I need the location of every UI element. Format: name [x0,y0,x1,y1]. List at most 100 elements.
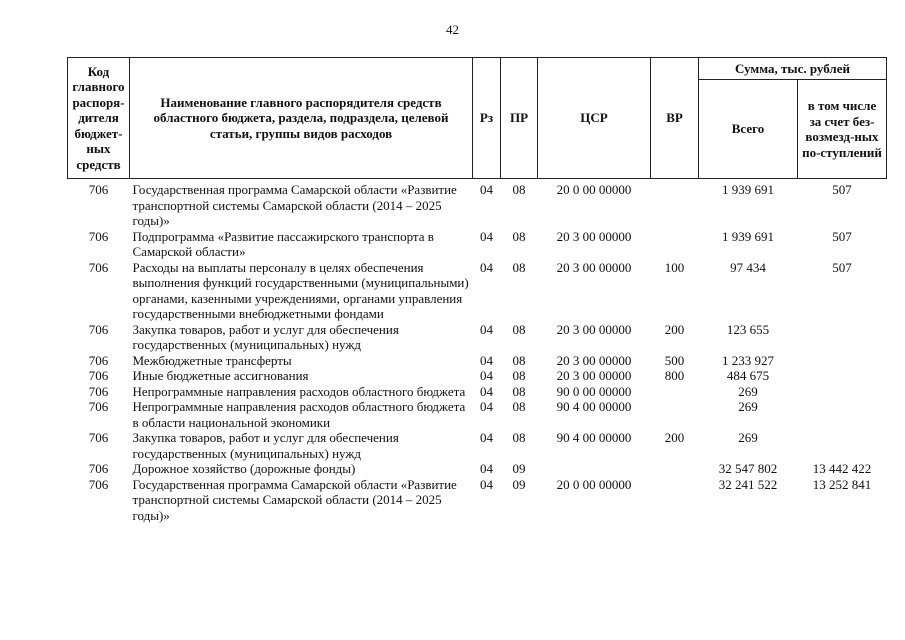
table-row: 706 Закупка товаров, работ и услуг для об… [68,430,887,461]
table-row: 706 Подпрограмма «Развитие пассажирского … [68,229,887,260]
table-row: 706 Иные бюджетные ассигнования 04 08 20 3 0… [68,368,887,384]
cell-code: 706 [88,430,109,445]
cell-vr [651,461,699,477]
cell-rz: 04 [480,430,493,445]
cell-pr: 08 [512,228,526,244]
cell-csr: 20 0 00 00000 [556,476,632,492]
cell-total: 1 233 927 [722,352,774,368]
cell-code: 706 [88,259,109,275]
cell-rz: 04 [480,228,493,244]
cell-code: 706 [88,368,109,383]
cell-incl [798,430,887,461]
cell-csr: 90 4 00 00000 [556,430,632,445]
cell-vr [651,384,699,400]
cell-csr [538,461,651,477]
cell-vr [651,399,699,430]
cell-total: 484 675 [726,368,770,383]
cell-name: Государственная программа Самарской обла… [132,476,457,523]
cell-name: Непрограммные направления расходов облас… [132,399,466,430]
cell-csr: 20 3 00 00000 [556,368,632,383]
cell-rz: 04 [480,461,493,476]
cell-name: Непрограммные направления расходов облас… [132,383,466,399]
cell-pr: 08 [512,321,526,337]
cell-rz: 04 [480,259,493,275]
cell-csr: 20 0 00 00000 [556,182,632,197]
cell-code: 706 [88,461,109,476]
table-row: 706 Расходы на выплаты персоналу в целях … [68,260,887,322]
cell-total: 269 [738,430,758,445]
header-pr: ПР [500,57,538,179]
budget-table: Код главного распоря-дителя бюджет-ных с… [67,57,887,523]
cell-name: Закупка товаров, работ и услуг для обесп… [132,430,399,461]
cell-incl [798,322,887,353]
header-rz: Рз [472,57,501,179]
cell-total: 269 [738,383,758,399]
cell-rz: 04 [480,476,493,492]
cell-pr: 09 [512,461,526,476]
cell-vr [651,229,699,260]
cell-total: 269 [738,399,758,414]
cell-csr: 20 3 00 00000 [556,228,632,244]
cell-code: 706 [88,399,109,414]
cell-total: 97 434 [730,259,766,275]
cell-name: Дорожное хозяйство (дорожные фонды) [132,461,356,476]
table-row: 706 Государственная программа Самарской о… [68,477,887,524]
cell-pr: 08 [512,352,526,368]
table-row: 706 Закупка товаров, работ и услуг для об… [68,322,887,353]
cell-rz: 04 [480,352,493,368]
cell-incl: 13 442 422 [812,461,872,476]
cell-rz: 04 [480,399,493,414]
cell-csr: 20 3 00 00000 [556,321,632,337]
cell-csr: 90 0 00 00000 [556,383,632,399]
cell-name: Государственная программа Самарской обла… [132,182,457,228]
cell-name: Расходы на выплаты персоналу в целях обе… [132,259,469,322]
table-row: 706 Государственная программа Самарской о… [68,179,887,229]
cell-vr [651,179,699,229]
cell-csr: 90 4 00 00000 [556,399,632,414]
cell-rz: 04 [480,182,493,197]
cell-pr: 08 [512,399,526,414]
cell-total: 1 939 691 [722,228,774,244]
header-csr: ЦСР [537,57,651,179]
cell-csr: 20 3 00 00000 [556,259,632,275]
cell-pr: 08 [512,383,526,399]
cell-vr [651,477,699,524]
cell-incl: 507 [832,259,852,275]
table-row: 706 Дорожное хозяйство (дорожные фонды) 04… [68,461,887,477]
cell-pr: 08 [512,182,526,197]
cell-total: 1 939 691 [722,182,774,197]
cell-rz: 04 [480,368,493,383]
cell-code: 706 [88,182,109,197]
header-vr: ВР [650,57,699,179]
cell-csr: 20 3 00 00000 [556,352,632,368]
cell-vr: 100 [664,259,685,275]
cell-rz: 04 [480,321,493,337]
cell-total: 32 547 802 [718,461,778,476]
page-number: 42 [446,22,459,37]
header-name: Наименование главного распорядителя сред… [129,57,473,179]
cell-rz: 04 [480,383,493,399]
cell-incl: 507 [832,182,852,197]
table-row: 706 Непрограммные направления расходов об… [68,399,887,430]
cell-name: Иные бюджетные ассигнования [132,368,309,383]
cell-pr: 08 [512,430,526,445]
header-code: Код главного распоря-дителя бюджет-ных с… [67,57,130,179]
cell-code: 706 [88,228,109,244]
cell-code: 706 [88,321,109,337]
cell-total: 32 241 522 [718,476,778,492]
cell-total: 123 655 [726,321,770,337]
cell-code: 706 [88,383,109,399]
cell-name: Закупка товаров, работ и услуг для обесп… [132,321,399,353]
header-incl: в том числе за счет без-возмезд-ных по-с… [797,79,887,179]
cell-name: Подпрограмма «Развитие пассажирского тра… [132,228,434,260]
cell-incl: 13 252 841 [812,476,872,492]
header-total: Всего [698,79,798,179]
cell-code: 706 [88,476,109,492]
header-sum: Сумма, тыс. рублей [698,57,887,80]
cell-code: 706 [88,352,109,368]
table-row: 706 Межбюджетные трансферты 04 08 20 3 00 00… [68,353,887,369]
cell-vr: 200 [664,321,685,337]
cell-incl [798,399,887,430]
cell-vr: 500 [664,352,685,368]
cell-pr: 08 [512,259,526,275]
